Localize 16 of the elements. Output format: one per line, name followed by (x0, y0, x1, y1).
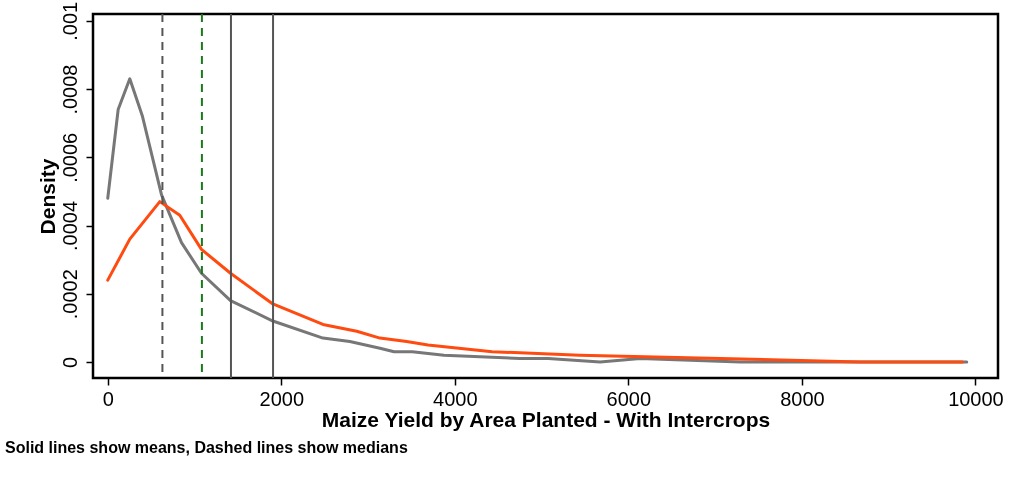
y-tick-label: .001 (58, 1, 81, 41)
x-tick-label: 0 (102, 387, 114, 410)
y-tick-label: .0008 (58, 64, 81, 115)
x-tick-label: 6000 (606, 387, 652, 410)
x-tick-label: 2000 (259, 387, 305, 410)
x-axis-title: Maize Yield by Area Planted - With Intercrops (321, 407, 771, 431)
x-tick-label: 10000 (948, 387, 1004, 410)
y-tick-label: .0004 (58, 200, 81, 252)
y-tick-label: 0 (58, 356, 81, 369)
y-tick-label: .0006 (58, 132, 81, 183)
y-tick-label: .0002 (58, 269, 81, 320)
y-axis-title: Density (35, 158, 59, 235)
line-series (106, 200, 964, 364)
text: Solid lines show means, Dashed lines show medians (5, 439, 408, 456)
x-tick-label: 4000 (433, 387, 478, 410)
x-tick-label: 8000 (780, 387, 825, 410)
